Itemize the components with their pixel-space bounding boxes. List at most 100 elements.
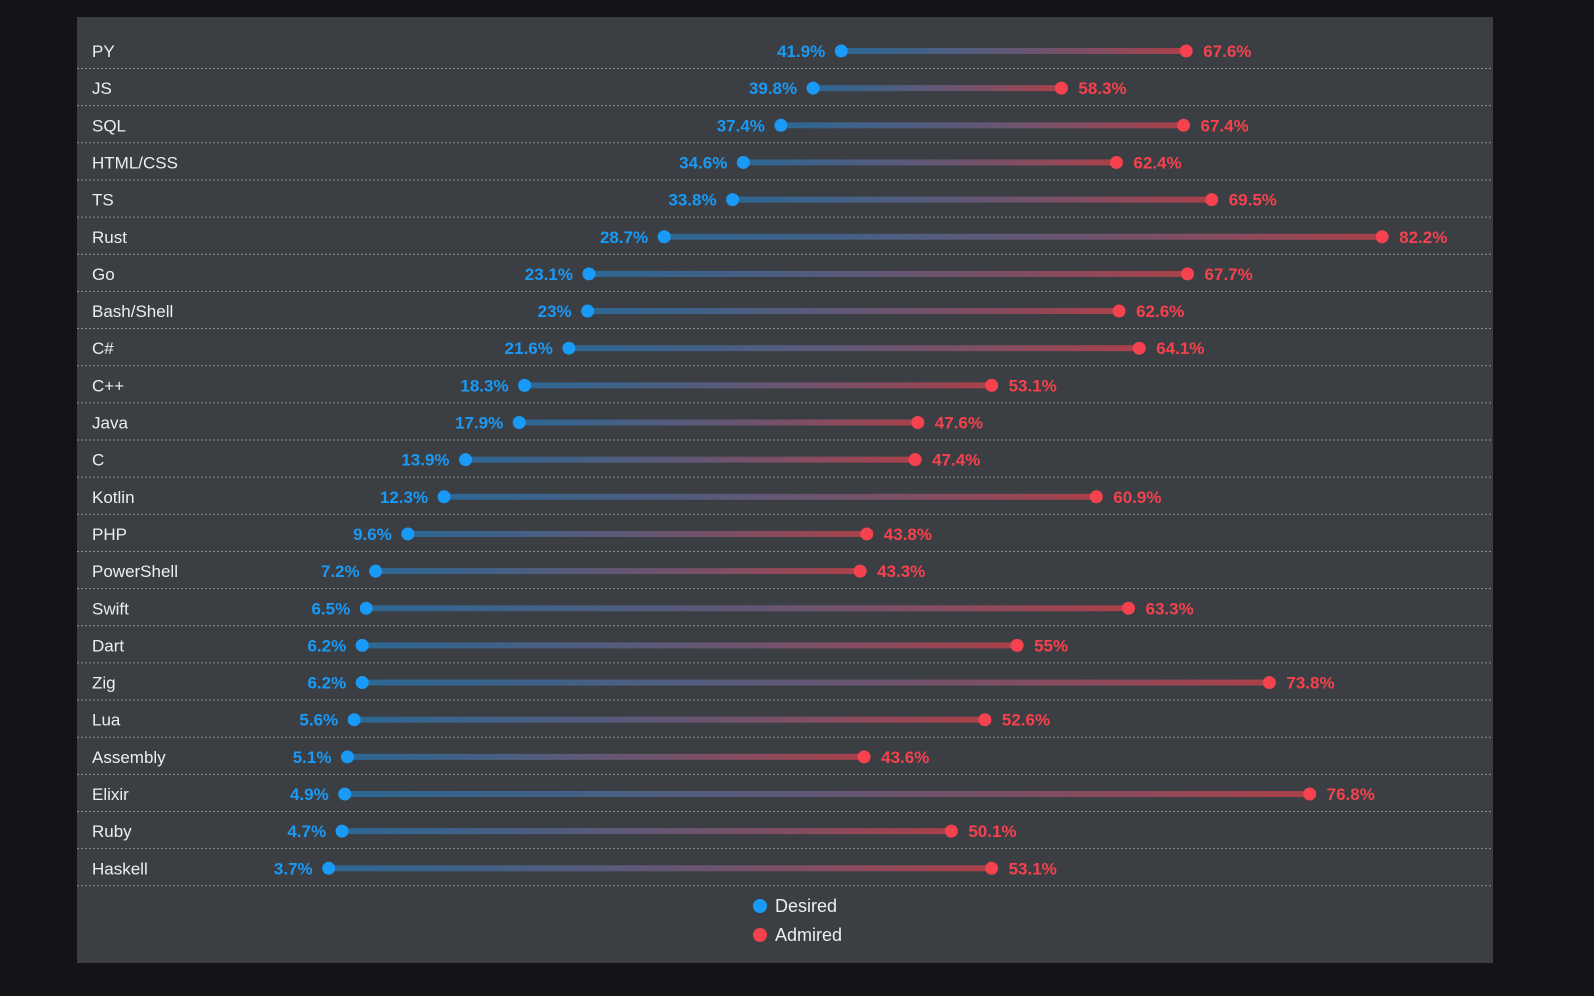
- category-label: Lua: [92, 711, 121, 730]
- dumbbell-bar: [344, 791, 1310, 797]
- desired-point: [726, 193, 740, 207]
- category-label: Swift: [92, 599, 129, 618]
- desired-value-label: 21.6%: [505, 339, 553, 358]
- dumbbell-bar: [743, 159, 1117, 166]
- desired-value-label: 4.7%: [287, 822, 326, 841]
- desired-value-label: 4.9%: [290, 785, 329, 804]
- admired-value-label: 58.3%: [1078, 79, 1126, 98]
- admired-point: [944, 824, 958, 838]
- category-label: Assembly: [92, 748, 166, 767]
- desired-point: [338, 787, 352, 801]
- admired-point: [1179, 44, 1193, 58]
- admired-point: [1262, 676, 1276, 690]
- admired-value-label: 53.1%: [1009, 859, 1057, 878]
- dumbbell-bar: [568, 345, 1140, 352]
- legend-marker-admired: [753, 928, 767, 942]
- admired-point: [1109, 155, 1123, 169]
- desired-point: [347, 713, 361, 727]
- dumbbell-bar: [780, 122, 1184, 129]
- dumbbell-bar: [328, 865, 992, 872]
- dumbbell-bar: [465, 456, 916, 463]
- dumbbell-bar: [362, 679, 1270, 686]
- dumbbell-bar: [375, 568, 861, 575]
- admired-value-label: 50.1%: [968, 822, 1016, 841]
- dumbbell-bar: [813, 85, 1062, 92]
- desired-point: [736, 155, 750, 169]
- dumbbell-bar: [587, 308, 1120, 315]
- desired-point: [834, 44, 848, 58]
- admired-point: [978, 713, 992, 727]
- category-label: Kotlin: [92, 488, 135, 507]
- desired-value-label: 39.8%: [749, 79, 797, 98]
- admired-point: [1205, 193, 1219, 207]
- dumbbell-bar: [524, 382, 992, 389]
- chart-panel: [77, 17, 1493, 963]
- admired-value-label: 53.1%: [1009, 376, 1057, 395]
- admired-value-label: 64.1%: [1156, 339, 1204, 358]
- desired-point: [512, 416, 526, 429]
- admired-value-label: 43.6%: [881, 748, 929, 767]
- desired-point: [401, 527, 415, 541]
- admired-value-label: 60.9%: [1113, 488, 1161, 507]
- desired-value-label: 6.2%: [307, 636, 346, 655]
- desired-point: [774, 118, 788, 132]
- admired-value-label: 67.6%: [1203, 42, 1251, 61]
- admired-value-label: 69.5%: [1229, 191, 1277, 210]
- category-label: JS: [92, 79, 112, 98]
- desired-value-label: 6.2%: [307, 674, 346, 693]
- admired-value-label: 63.3%: [1145, 599, 1193, 618]
- desired-point: [322, 861, 336, 875]
- desired-point: [518, 378, 532, 392]
- admired-point: [1054, 81, 1068, 95]
- category-label: HTML/CSS: [92, 153, 178, 172]
- admired-point: [985, 378, 999, 392]
- desired-value-label: 18.3%: [460, 376, 508, 395]
- admired-point: [860, 527, 874, 541]
- category-label: PY: [92, 42, 115, 61]
- desired-point: [369, 564, 383, 578]
- category-label: PowerShell: [92, 562, 178, 581]
- admired-point: [1089, 490, 1103, 504]
- desired-point: [335, 824, 349, 838]
- admired-value-label: 47.6%: [935, 414, 983, 433]
- admired-value-label: 43.3%: [877, 562, 925, 581]
- admired-point: [1132, 341, 1146, 355]
- desired-point: [340, 750, 354, 764]
- admired-value-label: 76.8%: [1327, 785, 1375, 804]
- desired-value-label: 28.7%: [600, 228, 648, 247]
- category-label: Dart: [92, 636, 124, 655]
- desired-point: [581, 304, 595, 318]
- admired-value-label: 73.8%: [1286, 674, 1334, 693]
- desired-value-label: 13.9%: [401, 451, 449, 470]
- desired-value-label: 33.8%: [668, 191, 716, 210]
- admired-point: [985, 861, 999, 875]
- category-label: C#: [92, 339, 114, 358]
- admired-point: [1112, 304, 1126, 318]
- desired-value-label: 23%: [538, 302, 572, 321]
- category-label: PHP: [92, 525, 127, 544]
- dumbbell-bar: [589, 270, 1188, 277]
- admired-point: [1181, 267, 1195, 281]
- desired-value-label: 41.9%: [777, 42, 825, 61]
- category-label: Elixir: [92, 785, 129, 804]
- admired-value-label: 52.6%: [1002, 711, 1050, 730]
- admired-value-label: 67.7%: [1205, 265, 1253, 284]
- dumbbell-bar: [347, 753, 865, 760]
- admired-point: [1121, 601, 1135, 615]
- category-label: Ruby: [92, 822, 132, 841]
- category-label: Bash/Shell: [92, 302, 173, 321]
- legend-label-desired: Desired: [775, 896, 837, 916]
- category-label: Java: [92, 414, 128, 433]
- desired-point: [459, 453, 473, 467]
- category-label: Rust: [92, 228, 127, 247]
- category-label: TS: [92, 191, 114, 210]
- admired-point: [1177, 118, 1191, 132]
- desired-point: [437, 490, 451, 504]
- category-label: Zig: [92, 674, 116, 693]
- category-label: Haskell: [92, 859, 148, 878]
- desired-point: [355, 676, 369, 690]
- desired-point: [657, 230, 671, 244]
- dumbbell-bar: [732, 196, 1212, 203]
- admired-value-label: 82.2%: [1399, 228, 1447, 247]
